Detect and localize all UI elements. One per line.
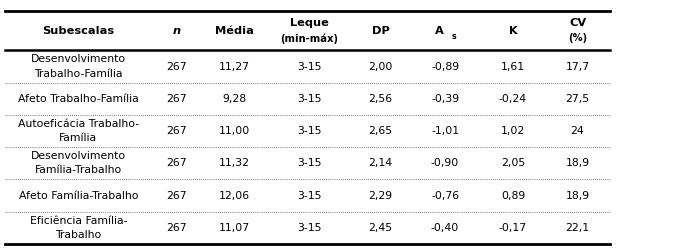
Text: 11,00: 11,00: [219, 126, 251, 136]
Text: 27,5: 27,5: [566, 94, 589, 104]
Text: 11,27: 11,27: [219, 61, 250, 72]
Text: n: n: [173, 26, 181, 36]
Text: 2,56: 2,56: [369, 94, 392, 104]
Text: 18,9: 18,9: [566, 158, 589, 168]
Text: Leque: Leque: [290, 18, 329, 28]
Text: Autoeficácia Trabalho-: Autoeficácia Trabalho-: [18, 119, 139, 129]
Text: 1,02: 1,02: [501, 126, 525, 136]
Text: 3-15: 3-15: [297, 191, 322, 201]
Text: Eficiência Família-: Eficiência Família-: [30, 216, 127, 226]
Text: 3-15: 3-15: [297, 158, 322, 168]
Text: 2,29: 2,29: [369, 191, 392, 201]
Text: (%): (%): [568, 34, 587, 43]
Text: 11,07: 11,07: [219, 223, 250, 233]
Text: 3-15: 3-15: [297, 223, 322, 233]
Text: 2,00: 2,00: [369, 61, 392, 72]
Text: 267: 267: [166, 61, 187, 72]
Text: -0,89: -0,89: [431, 61, 459, 72]
Text: 3-15: 3-15: [297, 61, 322, 72]
Text: 3-15: 3-15: [297, 94, 322, 104]
Text: Desenvolvimento: Desenvolvimento: [31, 151, 126, 161]
Text: 17,7: 17,7: [566, 61, 589, 72]
Text: Trabalho: Trabalho: [55, 230, 102, 240]
Text: Desenvolvimento: Desenvolvimento: [31, 54, 126, 65]
Text: -0,24: -0,24: [499, 94, 527, 104]
Text: -0,76: -0,76: [431, 191, 459, 201]
Text: 1,61: 1,61: [501, 61, 525, 72]
Text: 9,28: 9,28: [223, 94, 246, 104]
Text: 267: 267: [166, 191, 187, 201]
Text: -0,39: -0,39: [431, 94, 459, 104]
Text: CV: CV: [569, 18, 586, 28]
Text: 267: 267: [166, 126, 187, 136]
Text: 2,14: 2,14: [369, 158, 392, 168]
Text: 11,32: 11,32: [219, 158, 250, 168]
Text: 3-15: 3-15: [297, 126, 322, 136]
Text: 2,45: 2,45: [369, 223, 392, 233]
Text: 267: 267: [166, 94, 187, 104]
Text: Média: Média: [215, 26, 254, 36]
Text: -0,40: -0,40: [431, 223, 459, 233]
Text: 24: 24: [570, 126, 585, 136]
Text: 267: 267: [166, 158, 187, 168]
Text: -0,90: -0,90: [431, 158, 459, 168]
Text: -1,01: -1,01: [431, 126, 459, 136]
Text: 2,05: 2,05: [501, 158, 525, 168]
Text: 18,9: 18,9: [566, 191, 589, 201]
Text: K: K: [509, 26, 517, 36]
Text: s: s: [452, 32, 456, 41]
Text: 22,1: 22,1: [566, 223, 589, 233]
Text: A: A: [435, 26, 444, 36]
Text: -0,17: -0,17: [499, 223, 527, 233]
Text: Família: Família: [59, 133, 98, 143]
Text: DP: DP: [371, 26, 390, 36]
Text: 2,65: 2,65: [369, 126, 392, 136]
Text: 267: 267: [166, 223, 187, 233]
Text: Subescalas: Subescalas: [42, 26, 115, 36]
Text: 0,89: 0,89: [501, 191, 525, 201]
Text: Afeto Trabalho-Família: Afeto Trabalho-Família: [18, 94, 139, 104]
Text: (min-máx): (min-máx): [280, 33, 338, 44]
Text: 12,06: 12,06: [219, 191, 250, 201]
Text: Trabalho-Família: Trabalho-Família: [34, 69, 123, 79]
Text: Afeto Família-Trabalho: Afeto Família-Trabalho: [19, 191, 138, 201]
Text: Família-Trabalho: Família-Trabalho: [35, 165, 122, 175]
